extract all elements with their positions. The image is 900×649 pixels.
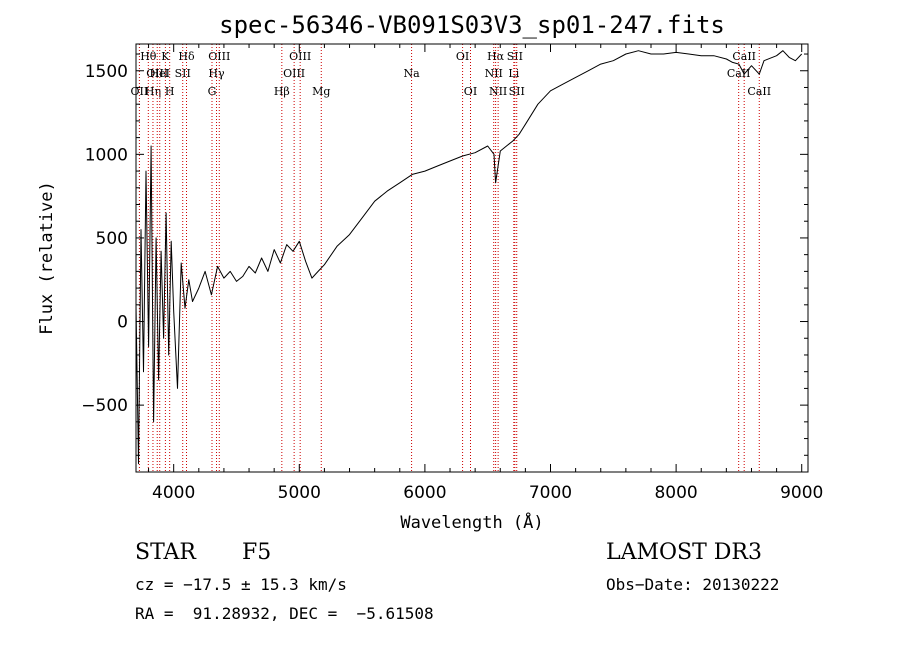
marker-label: Hβ — [274, 85, 290, 98]
marker-label: OI — [456, 50, 469, 63]
chart-title: spec-56346-VB091S03V3_sp01-247.fits — [219, 11, 725, 39]
y-axis: −500 0 500 1000 1500 — [81, 53, 808, 456]
marker-label: Hγ — [208, 67, 225, 80]
y-tick-label: 0 — [117, 313, 128, 333]
y-tick-label: 500 — [96, 229, 128, 249]
y-tick-label: −500 — [81, 396, 128, 416]
marker-label: G — [208, 85, 217, 98]
marker-label: CaII — [747, 85, 771, 98]
marker-label: Na — [403, 67, 420, 80]
marker-label: CaII — [732, 50, 756, 63]
survey-name: LAMOST DR3 — [606, 540, 762, 565]
x-tick-label: 9000 — [780, 483, 823, 503]
x-tick-label: 4000 — [152, 483, 195, 503]
x-tick-label: 7000 — [529, 483, 572, 503]
marker-label: OIII — [208, 50, 230, 63]
marker-label: Hδ — [178, 50, 195, 63]
marker-label: OII — [131, 85, 149, 98]
redshift-text: cz = −17.5 ± 15.3 km/s — [135, 575, 347, 594]
marker-label: CaII — [727, 67, 751, 80]
spectrum-series — [135, 50, 803, 465]
marker-label: SII — [507, 50, 523, 63]
y-tick-label: 1000 — [85, 145, 128, 165]
x-tick-label: 8000 — [654, 483, 697, 503]
marker-label: OIII — [289, 50, 311, 63]
marker-label: SII — [175, 67, 191, 80]
x-axis-label: Wavelength (Å) — [400, 511, 543, 533]
marker-label: K — [161, 50, 170, 63]
marker-label: OI — [464, 85, 477, 98]
plot-frame — [135, 43, 809, 473]
marker-label: OIII — [283, 67, 305, 80]
x-tick-label: 6000 — [403, 483, 446, 503]
series-line-spectrum — [135, 50, 803, 465]
marker-label: SII — [509, 85, 525, 98]
marker-label: HeI — [150, 67, 170, 80]
x-axis: 4000 5000 6000 7000 8000 9000 — [148, 44, 823, 503]
marker-label: NII — [485, 67, 503, 80]
marker-label: Hη — [145, 85, 161, 98]
marker-label: NII — [489, 85, 507, 98]
object-subclass: F5 — [242, 540, 272, 565]
y-tick-label: 1500 — [85, 62, 128, 82]
marker-label: Mg — [312, 85, 330, 98]
marker-label: H — [165, 85, 175, 98]
marker-label: Hθ — [140, 50, 157, 63]
y-axis-label: Flux (relative) — [37, 181, 57, 335]
object-class: STAR — [135, 540, 196, 565]
obs-date: Obs−Date: 20130222 — [606, 575, 780, 594]
marker-label: Li — [508, 67, 519, 80]
marker-label: OIII — [146, 67, 168, 80]
marker-label: Hα — [487, 50, 505, 63]
x-tick-label: 5000 — [278, 483, 321, 503]
coordinates: RA = 91.28932, DEC = −5.61508 — [135, 604, 434, 623]
